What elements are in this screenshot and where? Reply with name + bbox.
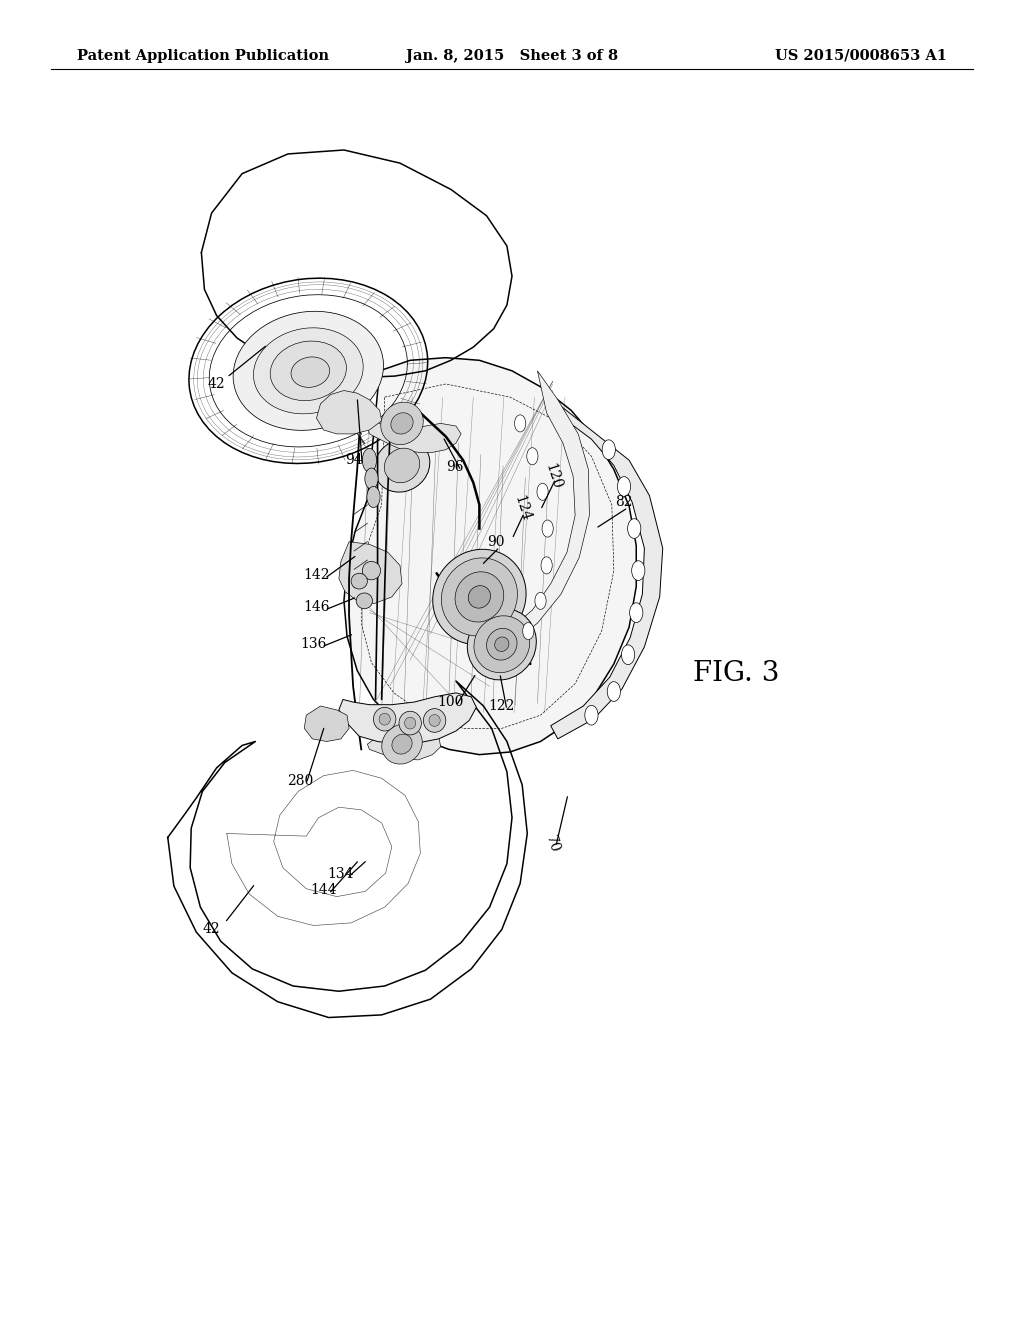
Ellipse shape: [399, 711, 421, 735]
Text: 100: 100: [437, 696, 464, 709]
Text: 122: 122: [488, 700, 515, 713]
Polygon shape: [368, 730, 440, 760]
Text: 94: 94: [345, 453, 362, 467]
Ellipse shape: [291, 356, 330, 387]
Ellipse shape: [585, 705, 598, 725]
Text: 42: 42: [203, 923, 220, 936]
Ellipse shape: [233, 312, 384, 430]
Ellipse shape: [433, 549, 526, 644]
Ellipse shape: [467, 609, 537, 680]
Ellipse shape: [392, 734, 412, 754]
Ellipse shape: [356, 593, 373, 609]
Polygon shape: [304, 706, 349, 742]
Text: 136: 136: [300, 638, 327, 651]
Text: 120: 120: [542, 461, 563, 491]
Ellipse shape: [455, 572, 504, 622]
Ellipse shape: [391, 413, 413, 434]
Text: 280: 280: [287, 774, 313, 788]
Ellipse shape: [362, 561, 381, 579]
Ellipse shape: [468, 586, 490, 609]
Text: 70: 70: [544, 833, 562, 854]
Text: US 2015/0008653 A1: US 2015/0008653 A1: [775, 49, 947, 63]
Polygon shape: [481, 371, 590, 653]
Ellipse shape: [270, 341, 346, 400]
Ellipse shape: [441, 558, 517, 636]
Ellipse shape: [526, 447, 538, 465]
Ellipse shape: [522, 623, 534, 640]
Text: 96: 96: [446, 459, 464, 474]
Polygon shape: [368, 421, 461, 453]
Ellipse shape: [542, 520, 553, 537]
Ellipse shape: [541, 557, 552, 574]
Ellipse shape: [374, 438, 430, 492]
Ellipse shape: [379, 713, 390, 725]
Ellipse shape: [351, 573, 368, 589]
Ellipse shape: [254, 327, 364, 414]
Text: 144: 144: [310, 883, 337, 898]
Polygon shape: [316, 391, 382, 434]
Ellipse shape: [382, 725, 422, 764]
Ellipse shape: [429, 714, 440, 726]
Ellipse shape: [602, 440, 615, 459]
Ellipse shape: [423, 709, 445, 733]
Ellipse shape: [537, 483, 548, 500]
Polygon shape: [551, 404, 663, 739]
Ellipse shape: [495, 638, 509, 652]
Ellipse shape: [514, 414, 525, 432]
Ellipse shape: [630, 603, 643, 623]
Ellipse shape: [381, 403, 423, 445]
Ellipse shape: [367, 487, 380, 507]
Ellipse shape: [628, 519, 641, 539]
Ellipse shape: [607, 681, 621, 701]
Ellipse shape: [486, 628, 517, 660]
Polygon shape: [339, 541, 402, 603]
Text: 82: 82: [615, 495, 633, 510]
Text: 142: 142: [303, 568, 330, 582]
Text: 42: 42: [208, 378, 225, 391]
Ellipse shape: [404, 717, 416, 729]
Polygon shape: [344, 358, 636, 755]
Ellipse shape: [622, 645, 635, 664]
Polygon shape: [339, 693, 476, 744]
Ellipse shape: [474, 616, 529, 673]
Ellipse shape: [384, 449, 420, 483]
Ellipse shape: [535, 593, 546, 610]
Text: 146: 146: [303, 601, 330, 614]
Ellipse shape: [632, 561, 645, 581]
Text: 134: 134: [328, 867, 354, 882]
Ellipse shape: [617, 477, 631, 496]
Ellipse shape: [365, 469, 378, 490]
Ellipse shape: [374, 708, 396, 731]
Text: Jan. 8, 2015   Sheet 3 of 8: Jan. 8, 2015 Sheet 3 of 8: [406, 49, 618, 63]
Text: 124: 124: [511, 494, 532, 524]
Text: Patent Application Publication: Patent Application Publication: [77, 49, 329, 63]
Text: 90: 90: [487, 535, 505, 549]
Text: FIG. 3: FIG. 3: [693, 660, 779, 686]
Ellipse shape: [362, 449, 377, 473]
